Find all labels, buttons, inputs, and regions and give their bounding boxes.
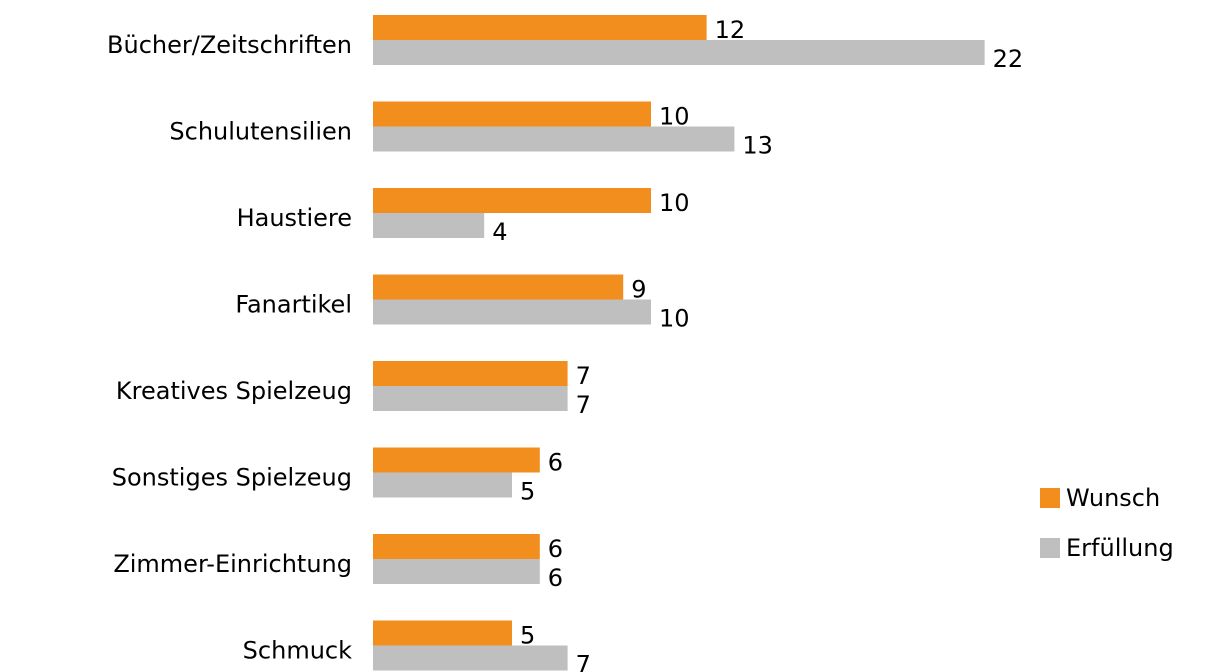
bar <box>373 40 985 65</box>
value-label: 7 <box>576 651 591 672</box>
bar <box>373 447 540 473</box>
value-label: 10 <box>659 189 690 217</box>
bar <box>373 213 485 238</box>
value-label: 5 <box>520 622 535 650</box>
bar <box>373 534 540 559</box>
category-label: Zimmer-Einrichtung <box>113 550 352 578</box>
category-label: Bücher/Zeitschriften <box>107 31 352 59</box>
value-label: 9 <box>631 276 646 304</box>
value-label: 12 <box>715 16 746 44</box>
category-label: Kreatives Spielzeug <box>116 377 352 405</box>
bar <box>373 559 540 584</box>
bar <box>373 645 568 671</box>
value-label: 6 <box>548 564 563 592</box>
value-label: 10 <box>659 103 690 131</box>
value-label: 7 <box>576 391 591 419</box>
legend-label: Erfüllung <box>1066 534 1174 562</box>
category-label: Fanartikel <box>235 291 352 319</box>
bar <box>373 620 512 646</box>
bar <box>373 472 512 498</box>
bar <box>373 361 568 386</box>
bar <box>373 15 707 40</box>
bar <box>373 126 735 152</box>
value-label: 4 <box>492 218 507 246</box>
legend-swatch <box>1040 538 1060 558</box>
category-label: Schmuck <box>243 637 352 665</box>
value-label: 13 <box>742 132 773 160</box>
value-label: 6 <box>548 535 563 563</box>
bar <box>373 101 651 127</box>
category-label: Schulutensilien <box>169 118 352 146</box>
value-label: 6 <box>548 449 563 477</box>
value-label: 22 <box>993 45 1024 73</box>
category-label: Haustiere <box>237 204 352 232</box>
bar <box>373 386 568 411</box>
legend-swatch <box>1040 488 1060 508</box>
bar <box>373 299 651 325</box>
value-label: 7 <box>576 362 591 390</box>
legend-label: Wunsch <box>1066 484 1160 512</box>
value-label: 10 <box>659 305 690 333</box>
value-label: 5 <box>520 478 535 506</box>
bar <box>373 188 651 213</box>
category-label: Sonstiges Spielzeug <box>112 464 352 492</box>
bar <box>373 274 624 300</box>
